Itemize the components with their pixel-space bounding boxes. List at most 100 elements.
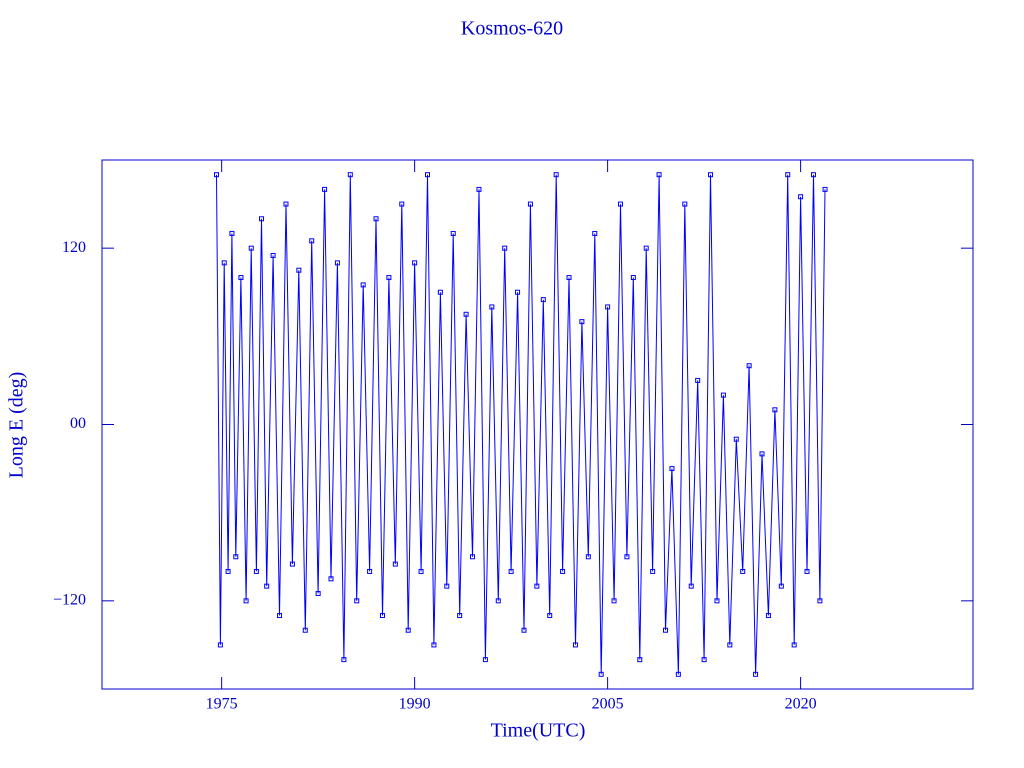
point: [315, 590, 321, 596]
point: [695, 377, 701, 383]
point: [785, 172, 791, 178]
point: [489, 304, 495, 310]
point: [611, 598, 617, 604]
point: [470, 554, 476, 560]
point: [708, 172, 714, 178]
point: [296, 267, 302, 273]
point: [682, 201, 688, 207]
point: [463, 311, 469, 317]
point: [341, 657, 347, 663]
y-tick-label: 00: [70, 415, 86, 432]
point: [379, 613, 385, 619]
point: [259, 216, 265, 222]
point: [798, 194, 804, 200]
point: [412, 260, 418, 266]
x-tick-label: 1975: [206, 696, 238, 713]
point: [283, 201, 289, 207]
point: [688, 583, 694, 589]
point: [753, 671, 759, 677]
point: [534, 583, 540, 589]
point: [765, 613, 771, 619]
point: [373, 216, 379, 222]
point: [515, 289, 521, 295]
point: [444, 583, 450, 589]
point: [418, 568, 424, 574]
point: [424, 172, 430, 178]
point: [243, 598, 249, 604]
point: [405, 627, 411, 633]
point: [495, 598, 501, 604]
point: [669, 466, 675, 472]
y-tick-label: −120: [53, 592, 86, 609]
point: [720, 392, 726, 398]
point: [214, 172, 220, 178]
point: [778, 583, 784, 589]
point: [270, 253, 276, 259]
point: [457, 613, 463, 619]
point: [386, 275, 392, 281]
point: [701, 657, 707, 663]
x-tick-label: 2020: [785, 696, 817, 713]
series-line: [216, 174, 826, 675]
point: [540, 297, 546, 303]
point: [248, 245, 254, 251]
point: [624, 554, 630, 560]
point: [482, 657, 488, 663]
x-tick-label: 2005: [592, 696, 624, 713]
point: [598, 671, 604, 677]
point: [585, 554, 591, 560]
point: [740, 568, 746, 574]
point: [431, 642, 437, 648]
point: [733, 436, 739, 442]
point: [579, 319, 585, 325]
point: [675, 671, 681, 677]
x-tick-label: 1990: [399, 696, 431, 713]
point: [617, 201, 623, 207]
y-axis-label: Long E (deg): [6, 372, 28, 479]
point: [399, 201, 405, 207]
point: [360, 282, 366, 288]
point: [553, 172, 559, 178]
point: [656, 172, 662, 178]
point: [547, 613, 553, 619]
point: [354, 598, 360, 604]
point: [810, 172, 816, 178]
point: [566, 275, 572, 281]
point: [238, 275, 244, 281]
point: [804, 568, 810, 574]
point: [822, 186, 828, 192]
point: [289, 561, 295, 567]
point: [334, 260, 340, 266]
point: [347, 172, 353, 178]
point: [253, 568, 259, 574]
point: [714, 598, 720, 604]
point: [791, 642, 797, 648]
point: [605, 304, 611, 310]
point: [592, 230, 598, 236]
point: [367, 568, 373, 574]
plot-frame: [101, 159, 974, 690]
point: [437, 289, 443, 295]
point: [772, 407, 778, 413]
point: [328, 576, 334, 582]
point: [746, 363, 752, 369]
point: [727, 642, 733, 648]
point: [450, 230, 456, 236]
point: [392, 561, 398, 567]
point: [521, 627, 527, 633]
point: [637, 657, 643, 663]
chart-title: Kosmos-620: [461, 18, 563, 40]
point: [229, 230, 235, 236]
point: [264, 583, 270, 589]
point: [527, 201, 533, 207]
point: [759, 451, 765, 457]
point: [233, 554, 239, 560]
point: [663, 627, 669, 633]
point: [309, 238, 315, 244]
point: [650, 568, 656, 574]
point: [502, 245, 508, 251]
point: [643, 245, 649, 251]
point: [225, 568, 231, 574]
point: [560, 568, 566, 574]
point: [221, 260, 227, 266]
